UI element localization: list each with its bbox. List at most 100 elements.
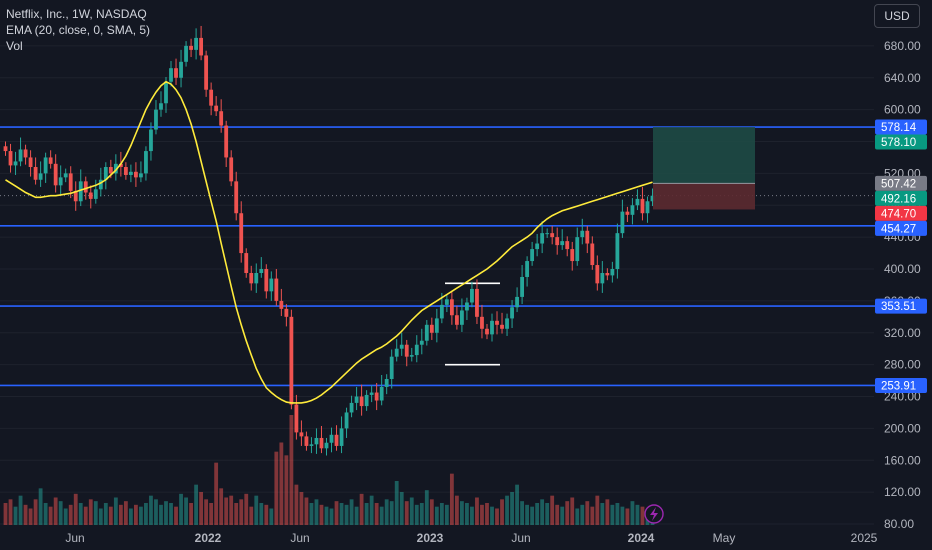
candle-body xyxy=(500,324,504,329)
volume-legend[interactable]: Vol xyxy=(6,39,23,53)
flash-icon[interactable] xyxy=(644,504,664,524)
volume-bar xyxy=(103,503,108,525)
y-tick-label: 120.00 xyxy=(884,485,921,499)
candle-body xyxy=(219,111,224,126)
candle-body xyxy=(294,404,299,433)
candle-body xyxy=(575,237,580,262)
candle-body xyxy=(394,348,399,357)
x-tick-label: 2025 xyxy=(851,531,878,545)
position-tool[interactable] xyxy=(653,127,755,210)
volume-bar xyxy=(329,508,334,525)
volume-bar xyxy=(404,501,409,525)
candle-body xyxy=(134,171,138,178)
volume-bar xyxy=(595,495,600,525)
volume-bar xyxy=(535,503,540,525)
volume-bar xyxy=(144,503,148,525)
volume-bar xyxy=(229,495,234,525)
candle-body xyxy=(179,61,183,78)
candle-body xyxy=(28,157,33,168)
volume-bar xyxy=(93,501,98,525)
candle-body xyxy=(650,195,655,202)
volume-bar xyxy=(264,504,269,525)
candle-body xyxy=(269,278,274,292)
time-axis[interactable]: Jun 2022 Jun 2023 Jun 2024 May 2025 xyxy=(65,531,877,545)
price-label-text: 353.51 xyxy=(881,301,916,313)
candle-body xyxy=(234,181,239,214)
price-label-box xyxy=(875,134,927,150)
candle-body xyxy=(259,269,264,273)
candle-body xyxy=(149,129,153,152)
candle-body xyxy=(520,276,524,297)
price-label-text: 253.91 xyxy=(881,380,916,392)
volume-bar xyxy=(490,506,494,525)
volume-bar xyxy=(108,506,113,525)
volume-bar xyxy=(234,503,239,525)
candle-body xyxy=(204,55,209,90)
candle-body xyxy=(329,434,334,443)
price-axis[interactable]: 80.00 120.00 160.00 200.00 240.00 280.00 320.0… xyxy=(884,39,921,531)
volume-bar xyxy=(600,503,605,525)
y-tick-label: 600.00 xyxy=(884,103,921,117)
currency-button[interactable]: USD xyxy=(874,4,920,28)
volume-bar xyxy=(414,504,419,525)
volume-bar xyxy=(63,508,68,525)
candle-body xyxy=(555,237,560,246)
volume-bar xyxy=(369,495,374,525)
candle-body xyxy=(560,241,565,246)
volume-bar xyxy=(149,495,153,525)
x-tick-label: Jun xyxy=(511,531,530,545)
volume-bar xyxy=(615,503,620,525)
volume-bar xyxy=(480,504,484,525)
ema-legend[interactable]: EMA (20, close, 0, SMA, 5) xyxy=(6,23,151,37)
price-label-box xyxy=(875,377,927,393)
candle-body xyxy=(374,392,379,401)
candle-body xyxy=(525,261,530,277)
volume-bar xyxy=(444,504,449,525)
x-tick-label: 2022 xyxy=(195,531,222,545)
x-tick-label: 2023 xyxy=(417,531,444,545)
candle-body xyxy=(8,151,13,166)
volume-bar xyxy=(640,506,645,525)
volume-bar xyxy=(209,503,214,525)
price-label-box xyxy=(875,119,927,135)
candle-body xyxy=(159,103,163,110)
candle-body xyxy=(239,213,244,254)
volume-bar xyxy=(439,503,444,525)
volume-bar xyxy=(244,493,249,525)
price-label-box xyxy=(875,298,927,314)
volume-bar xyxy=(324,506,329,525)
symbol-title[interactable]: Netflix, Inc., 1W, NASDAQ xyxy=(6,7,147,21)
candle-body xyxy=(324,442,329,449)
candle-body xyxy=(224,125,229,158)
price-label-text: 507.42 xyxy=(881,178,916,190)
volume-bar xyxy=(184,497,188,525)
candle-body xyxy=(379,386,384,401)
volume-bar xyxy=(259,503,264,525)
candle-body xyxy=(505,318,509,329)
candle-body xyxy=(299,432,304,437)
volume-bar xyxy=(520,501,524,525)
volume-bar xyxy=(530,506,535,525)
candle-body xyxy=(139,173,143,178)
volume-bar xyxy=(344,504,349,525)
volume-bar xyxy=(590,506,595,525)
candle-body xyxy=(88,192,93,199)
candle-body xyxy=(154,109,158,130)
price-label-text: 492.16 xyxy=(881,193,916,205)
candle-body xyxy=(144,151,148,174)
volume-bar xyxy=(485,503,489,525)
volume-bar xyxy=(580,504,585,525)
volume-bar xyxy=(88,499,93,525)
volume-bar xyxy=(635,504,640,525)
candle-body xyxy=(625,211,630,215)
candle-body xyxy=(199,37,204,56)
candle-body xyxy=(209,89,214,106)
candle-body xyxy=(419,340,424,345)
candle-body xyxy=(244,253,249,273)
y-tick-label: 200.00 xyxy=(884,421,921,435)
chart-legend: Netflix, Inc., 1W, NASDAQ EMA (20, close… xyxy=(6,6,150,54)
candle-body xyxy=(123,167,128,175)
candle-body xyxy=(409,355,414,357)
volume-bar xyxy=(8,499,13,525)
